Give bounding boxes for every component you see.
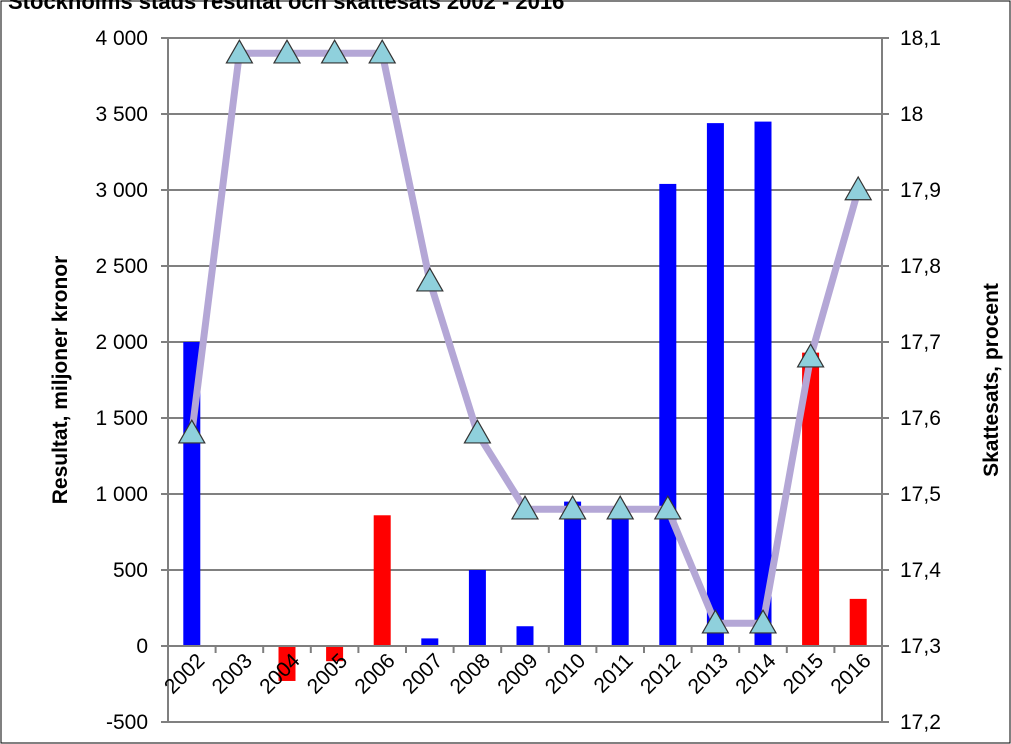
line-series — [177, 38, 873, 634]
marker-2003 — [225, 38, 254, 64]
y-tick-label: 3 000 — [95, 179, 148, 202]
bar-2016 — [849, 598, 867, 646]
marker-2007 — [415, 266, 444, 292]
y-tick-label: 0 — [136, 635, 148, 658]
marker-2004 — [272, 38, 302, 64]
x-tick-label: 2016 — [826, 649, 875, 698]
bar-2006 — [373, 515, 391, 646]
marker-2016 — [844, 175, 873, 201]
y-axis-title: Resultat, miljoner kronor — [49, 256, 72, 505]
marker-2008 — [463, 418, 492, 444]
x-tick-label: 2004 — [255, 649, 305, 699]
marker-2005 — [320, 38, 349, 64]
y2-tick-label: 18 — [900, 103, 923, 126]
marker-2013 — [701, 608, 730, 634]
bar-2005 — [326, 646, 344, 662]
chart-title: Stockholms stads resultat och skattesats… — [8, 0, 565, 14]
y-tick-label: 1 500 — [95, 407, 148, 430]
x-tick-label: 2006 — [350, 649, 399, 698]
x-tick-label: 2014 — [731, 649, 781, 699]
marker-2011 — [606, 494, 635, 520]
marker-2002 — [177, 418, 206, 444]
y2-tick-label: 17,4 — [900, 559, 941, 582]
y2-tick-label: 17,2 — [900, 711, 941, 734]
x-tick-label: 2008 — [446, 649, 495, 698]
x-tick-label: 2003 — [208, 649, 257, 698]
marker-2010 — [558, 494, 587, 520]
bar-2008 — [468, 570, 486, 646]
bar-2015 — [802, 352, 820, 646]
y-tick-label: -500 — [106, 711, 148, 734]
bar-2004 — [278, 646, 296, 681]
x-tick-label: 2005 — [303, 649, 352, 698]
y-tick-label: 500 — [113, 559, 148, 582]
y2-tick-label: 17,9 — [900, 179, 941, 202]
bar-2012 — [659, 183, 677, 647]
y-tick-label: 4 000 — [95, 27, 148, 50]
x-tick-label: 2007 — [398, 649, 447, 698]
y2-tick-label: 17,5 — [900, 483, 941, 506]
y2-axis-title: Skattesats, procent — [980, 283, 1003, 477]
marker-2006 — [368, 38, 397, 64]
bar-2011 — [611, 512, 629, 646]
marker-2009 — [510, 494, 540, 520]
x-tick-label: 2009 — [493, 649, 542, 698]
y2-tick-label: 17,8 — [900, 255, 941, 278]
y-tick-label: 3 500 — [95, 103, 148, 126]
y-tick-label: 1 000 — [95, 483, 148, 506]
marker-2015 — [796, 342, 825, 368]
y2-tick-label: 17,3 — [900, 635, 941, 658]
x-tick-label: 2011 — [590, 649, 638, 697]
x-tick-label: 2015 — [779, 649, 828, 698]
y-tick-label: 2 500 — [95, 255, 148, 278]
marker-2012 — [653, 494, 682, 520]
y2-tick-label: 18,1 — [900, 27, 941, 50]
bar-2014 — [754, 121, 772, 647]
y2-tick-label: 17,7 — [900, 331, 941, 354]
bar-2007 — [421, 638, 439, 646]
bar-2010 — [564, 501, 582, 646]
y-tick-label: 2 000 — [95, 331, 148, 354]
bar-2013 — [706, 123, 724, 647]
marker-2014 — [748, 608, 778, 634]
x-tick-label: 2010 — [541, 649, 590, 698]
y2-tick-label: 17,6 — [900, 407, 941, 430]
axes — [161, 37, 889, 723]
x-tick-label: 2013 — [684, 649, 733, 698]
bar-2009 — [516, 626, 534, 646]
gridlines — [168, 37, 882, 723]
x-tick-label: 2012 — [636, 649, 685, 698]
